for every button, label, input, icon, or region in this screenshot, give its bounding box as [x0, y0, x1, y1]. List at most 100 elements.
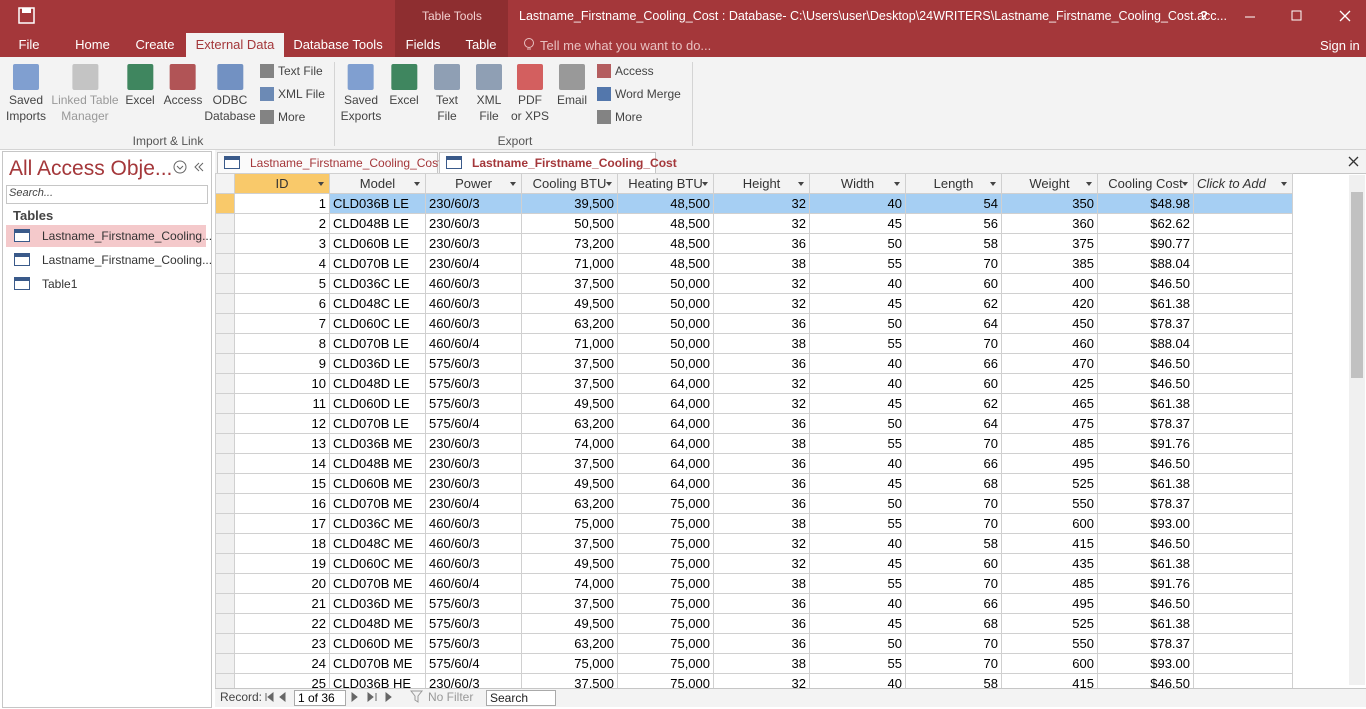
cell[interactable]: 575/60/4 — [425, 653, 522, 674]
cell[interactable]: 75,000 — [617, 613, 714, 634]
small-button[interactable]: Word Merge — [597, 87, 681, 101]
cell[interactable]: 600 — [1001, 653, 1098, 674]
cell[interactable]: 66 — [905, 353, 1002, 374]
cell[interactable]: 75,000 — [521, 653, 618, 674]
row-selector[interactable] — [215, 333, 235, 354]
cell[interactable]: 23 — [234, 633, 330, 654]
cell[interactable]: 20 — [234, 573, 330, 594]
ribbon-tab[interactable]: Database Tools — [293, 37, 383, 52]
data-row[interactable]: 22 CLD048D ME 575/60/3 49,500 75,000 36 45 68 52… — [215, 613, 1293, 634]
ribbon-button[interactable]: ODBC Database — [204, 64, 256, 124]
cell[interactable]: 75,000 — [521, 513, 618, 534]
column-header[interactable]: Weight — [1001, 173, 1098, 194]
column-header[interactable]: Click to Add — [1193, 173, 1293, 194]
empty-cell[interactable] — [1193, 473, 1293, 494]
cell[interactable]: 470 — [1001, 353, 1098, 374]
row-selector[interactable] — [215, 493, 235, 514]
data-row[interactable]: 9 CLD036D LE 575/60/3 37,500 50,000 36 40 66 470… — [215, 353, 1293, 374]
ribbon-button[interactable]: Excel — [125, 64, 155, 108]
nav-section[interactable]: Tables — [13, 208, 54, 223]
empty-cell[interactable] — [1193, 433, 1293, 454]
cell[interactable]: 385 — [1001, 253, 1098, 274]
ribbon-tab[interactable]: Fields — [405, 37, 441, 52]
cell[interactable]: 38 — [713, 333, 810, 354]
cell[interactable]: 50 — [809, 493, 906, 514]
row-selector[interactable] — [215, 513, 235, 534]
cell[interactable]: 63,200 — [521, 633, 618, 654]
cell[interactable]: 36 — [713, 413, 810, 434]
ribbon-button[interactable]: Text File — [434, 64, 460, 124]
nav-controls[interactable] — [173, 160, 207, 176]
cell[interactable]: $78.37 — [1097, 413, 1194, 434]
cell[interactable]: 55 — [809, 333, 906, 354]
row-selector[interactable] — [215, 253, 235, 274]
data-row[interactable]: 21 CLD036D ME 575/60/3 37,500 75,000 36 40 66 49… — [215, 593, 1293, 614]
cell[interactable]: 68 — [905, 613, 1002, 634]
cell[interactable]: 36 — [713, 633, 810, 654]
cell[interactable]: 420 — [1001, 293, 1098, 314]
cell[interactable]: 36 — [713, 233, 810, 254]
cell[interactable]: 75,000 — [617, 493, 714, 514]
empty-cell[interactable] — [1193, 273, 1293, 294]
cell[interactable]: 49,500 — [521, 473, 618, 494]
cell[interactable]: $93.00 — [1097, 653, 1194, 674]
cell[interactable]: 550 — [1001, 633, 1098, 654]
cell[interactable]: CLD060D LE — [329, 393, 426, 414]
cell[interactable]: $61.38 — [1097, 293, 1194, 314]
cell[interactable]: 415 — [1001, 533, 1098, 554]
cell[interactable]: 73,200 — [521, 233, 618, 254]
cell[interactable]: $46.50 — [1097, 533, 1194, 554]
record-first-prev[interactable] — [263, 691, 293, 703]
cell[interactable]: 50,000 — [617, 293, 714, 314]
row-selector[interactable] — [215, 193, 235, 214]
cell[interactable]: 525 — [1001, 613, 1098, 634]
cell[interactable]: 75,000 — [617, 573, 714, 594]
cell[interactable]: 36 — [713, 493, 810, 514]
cell[interactable]: 45 — [809, 393, 906, 414]
cell[interactable]: CLD036D ME — [329, 593, 426, 614]
cell[interactable]: 36 — [713, 453, 810, 474]
nav-item[interactable]: Lastname_Firstname_Cooling... — [6, 225, 212, 247]
cell[interactable]: 63,200 — [521, 313, 618, 334]
cell[interactable]: 75,000 — [617, 653, 714, 674]
cell[interactable]: 45 — [809, 213, 906, 234]
cell[interactable]: CLD048C ME — [329, 533, 426, 554]
cell[interactable]: 38 — [713, 573, 810, 594]
ribbon-button[interactable]: PDF or XPS — [511, 64, 549, 124]
cell[interactable]: 48,500 — [617, 213, 714, 234]
data-row[interactable]: 13 CLD036B ME 230/60/3 74,000 64,000 38 55 70 48… — [215, 433, 1293, 454]
ribbon-button[interactable]: Saved Exports — [341, 64, 381, 124]
cell[interactable]: 36 — [713, 593, 810, 614]
row-selector[interactable] — [215, 353, 235, 374]
cell[interactable]: 460/60/3 — [425, 293, 522, 314]
ribbon-button[interactable]: Excel — [389, 64, 419, 108]
cell[interactable]: 37,500 — [521, 373, 618, 394]
data-row[interactable]: 23 CLD060D ME 575/60/3 63,200 75,000 36 50 70 55… — [215, 633, 1293, 654]
cell[interactable]: CLD060C LE — [329, 313, 426, 334]
cell[interactable]: 460/60/3 — [425, 313, 522, 334]
cell[interactable]: $93.00 — [1097, 513, 1194, 534]
cell[interactable]: 64,000 — [617, 433, 714, 454]
empty-cell[interactable] — [1193, 533, 1293, 554]
empty-cell[interactable] — [1193, 373, 1293, 394]
cell[interactable]: 5 — [234, 273, 330, 294]
window-controls[interactable] — [1240, 8, 1360, 24]
cell[interactable]: 36 — [713, 313, 810, 334]
cell[interactable]: 70 — [905, 513, 1002, 534]
cell[interactable]: 49,500 — [521, 293, 618, 314]
cell[interactable]: CLD048D LE — [329, 373, 426, 394]
empty-cell[interactable] — [1193, 613, 1293, 634]
cell[interactable]: 64,000 — [617, 393, 714, 414]
cell[interactable]: 50 — [809, 413, 906, 434]
cell[interactable]: CLD048D ME — [329, 613, 426, 634]
cell[interactable]: 37,500 — [521, 353, 618, 374]
cell[interactable]: 32 — [713, 533, 810, 554]
cell[interactable]: CLD070B ME — [329, 653, 426, 674]
cell[interactable]: $78.37 — [1097, 633, 1194, 654]
cell[interactable]: 230/60/3 — [425, 473, 522, 494]
data-row[interactable]: 6 CLD048C LE 460/60/3 49,500 50,000 32 45 62 420… — [215, 293, 1293, 314]
row-selector[interactable] — [215, 293, 235, 314]
cell[interactable]: 10 — [234, 373, 330, 394]
cell[interactable]: 40 — [809, 453, 906, 474]
cell[interactable]: 460 — [1001, 333, 1098, 354]
